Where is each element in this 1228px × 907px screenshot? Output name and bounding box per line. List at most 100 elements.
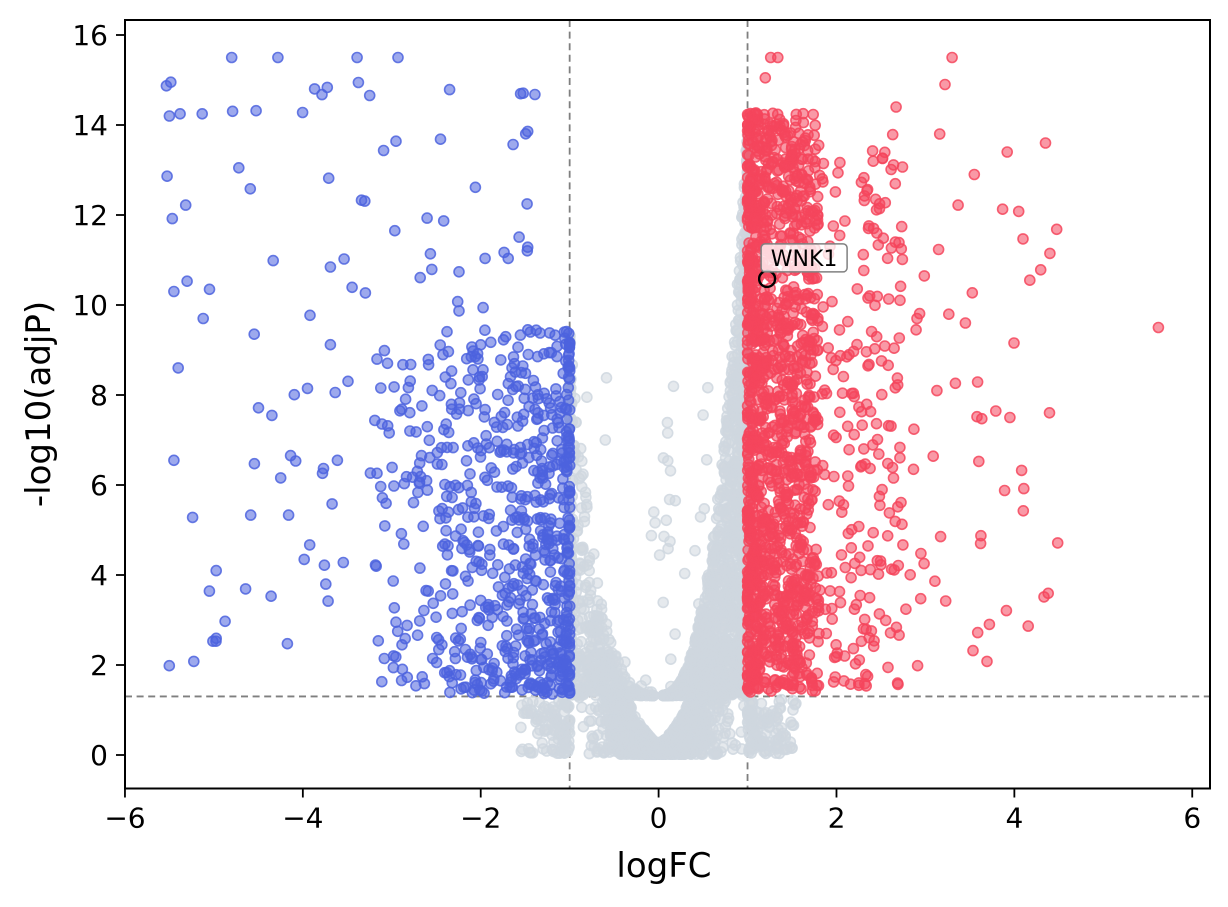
data-point: [301, 382, 314, 395]
data-point: [424, 248, 437, 260]
data-point: [248, 457, 261, 470]
data-point: [723, 520, 736, 533]
data-point: [459, 681, 472, 694]
data-point: [528, 435, 540, 448]
data-point: [584, 626, 596, 639]
data-point: [684, 654, 697, 667]
data-point: [161, 170, 173, 182]
data-point: [498, 406, 511, 419]
data-point: [708, 687, 721, 700]
data-point: [615, 731, 627, 743]
data-point: [614, 748, 627, 760]
data-point: [445, 365, 458, 377]
data-point: [562, 327, 575, 340]
data-point: [663, 493, 676, 506]
data-point: [534, 494, 547, 506]
data-point: [434, 133, 447, 145]
data-point: [547, 736, 560, 749]
data-point: [547, 745, 560, 758]
data-point: [265, 590, 277, 603]
data-point: [479, 403, 491, 416]
data-point: [721, 537, 734, 550]
data-point: [707, 542, 720, 555]
data-point: [525, 646, 537, 659]
data-point: [417, 520, 430, 533]
data-point: [281, 637, 294, 650]
data-point: [351, 51, 363, 64]
data-point: [720, 644, 733, 657]
data-point: [416, 400, 428, 412]
data-point: [492, 581, 505, 593]
data-point: [458, 536, 471, 549]
data-point: [510, 460, 523, 473]
data-point: [536, 706, 549, 719]
data-point: [711, 589, 724, 601]
data-point: [186, 511, 199, 524]
data-point: [219, 615, 231, 628]
data-point: [513, 597, 525, 610]
data-point: [555, 585, 568, 598]
data-point: [395, 403, 408, 416]
data-point: [521, 245, 534, 257]
data-point: [168, 454, 180, 467]
data-point: [203, 585, 216, 597]
data-point: [163, 110, 176, 122]
data-point: [491, 481, 503, 493]
data-point: [526, 659, 538, 672]
data-point: [701, 381, 714, 394]
data-point: [389, 651, 402, 663]
data-point: [636, 725, 649, 738]
data-point: [477, 301, 489, 314]
data-point: [785, 742, 798, 755]
data-point: [451, 295, 464, 308]
data-point: [452, 635, 465, 647]
data-point: [559, 734, 572, 747]
data-point: [342, 375, 354, 388]
data-point: [773, 695, 786, 708]
data-point: [502, 539, 515, 551]
data-point: [557, 473, 569, 485]
data-point: [563, 519, 575, 532]
data-point: [233, 162, 245, 174]
data-point: [577, 672, 590, 685]
data-point: [454, 669, 467, 681]
data-point: [364, 467, 377, 479]
data-point: [452, 503, 465, 516]
data-point: [374, 382, 387, 394]
data-point: [502, 480, 514, 492]
data-point: [401, 671, 414, 684]
data-point: [649, 516, 661, 529]
data-point: [244, 183, 257, 195]
data-point: [274, 472, 287, 484]
data-point: [181, 275, 193, 288]
data-point: [501, 418, 514, 431]
data-point: [563, 670, 576, 682]
data-point: [414, 562, 426, 574]
data-point: [411, 629, 424, 642]
data-point: [399, 393, 412, 406]
data-point: [507, 657, 519, 670]
data-point: [446, 588, 459, 600]
data-point: [664, 653, 677, 666]
data-point: [390, 616, 402, 629]
data-point: [396, 638, 408, 651]
data-point: [436, 638, 448, 651]
data-point: [665, 680, 677, 693]
data-point: [661, 427, 674, 439]
data-point: [726, 547, 739, 559]
data-point: [619, 656, 631, 668]
data-point: [469, 350, 482, 363]
data-point: [421, 212, 433, 224]
data-point: [523, 568, 536, 581]
data-point: [515, 721, 527, 734]
data-point: [491, 435, 503, 448]
data-point: [375, 675, 388, 688]
data-point: [324, 338, 337, 351]
data-point: [790, 697, 802, 710]
data-point: [481, 648, 494, 660]
data-point: [527, 374, 540, 387]
data-point: [555, 634, 567, 647]
data-point: [298, 553, 311, 566]
series-up: [741, 51, 1165, 698]
data-point: [561, 659, 573, 672]
